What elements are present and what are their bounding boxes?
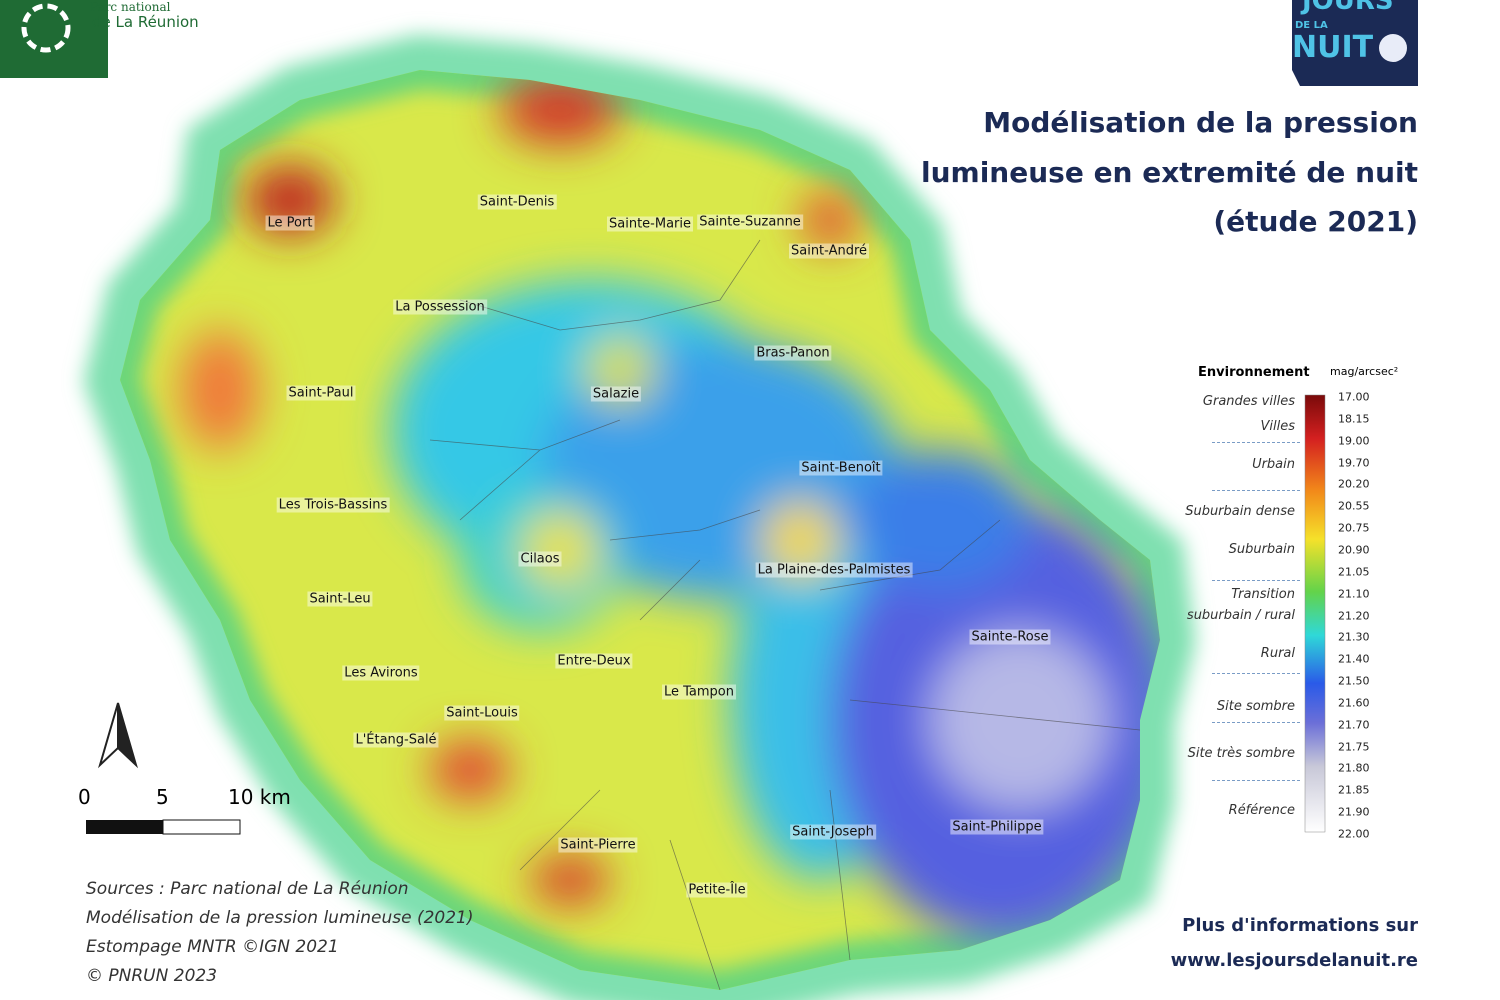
legend-title: Environnement — [1198, 365, 1310, 380]
place-label: Les Avirons — [342, 665, 420, 681]
legend-value: 20.90 — [1338, 543, 1370, 557]
light-pressure — [120, 70, 1160, 990]
source-line: Sources : Parc national de La Réunion — [86, 879, 409, 899]
event-logo-text-3: NUIT — [1292, 30, 1374, 65]
source-line: Modélisation de la pression lumineuse (2… — [86, 908, 474, 928]
legend-value: 21.05 — [1338, 565, 1370, 579]
legend-value: 20.20 — [1338, 477, 1370, 491]
event-logo-moon — [1379, 34, 1407, 62]
place-label: Saint-Louis — [444, 705, 520, 721]
legend-value: 21.85 — [1338, 783, 1370, 797]
park-logo-emblem — [21, 3, 71, 53]
legend-value: 21.30 — [1338, 630, 1370, 644]
legend-value: 22.00 — [1338, 827, 1370, 841]
legend-separator — [1212, 780, 1300, 781]
title-line: Modélisation de la pression — [983, 106, 1418, 139]
source-line: © PNRUN 2023 — [86, 966, 218, 986]
scale-label: 5 — [156, 785, 169, 809]
event-logo-text-2: DE LA — [1295, 20, 1328, 31]
legend-category: Villes — [1260, 419, 1296, 434]
place-label: La Plaine-des-Palmistes — [755, 562, 913, 578]
legend-category: Site très sombre — [1187, 746, 1295, 761]
legend-value: 21.50 — [1338, 674, 1370, 688]
legend-value: 21.60 — [1338, 696, 1370, 710]
scale-label: 0 — [78, 785, 91, 809]
place-label: Saint-Paul — [286, 385, 356, 401]
legend-value: 20.75 — [1338, 521, 1370, 535]
place-label: Sainte-Suzanne — [697, 214, 803, 230]
legend-value: 19.00 — [1338, 434, 1370, 448]
place-label: Les Trois-Bassins — [276, 497, 390, 513]
legend-category: Urbain — [1252, 457, 1295, 472]
title-line: lumineuse en extremité de nuit — [921, 156, 1418, 189]
place-label: Saint-Benoît — [799, 460, 883, 476]
legend-separator — [1212, 442, 1300, 443]
place-label: Sainte-Marie — [607, 216, 693, 232]
legend-value: 21.20 — [1338, 609, 1370, 622]
legend-separator — [1212, 673, 1300, 674]
source-line: Estompage MNTR ©IGN 2021 — [86, 937, 339, 957]
legend-value: 21.70 — [1338, 718, 1370, 732]
scale-label: 10 km — [228, 785, 291, 809]
legend-category: Transition suburbain / rural — [1186, 587, 1295, 623]
park-logo-bg — [0, 0, 108, 78]
place-label: Bras-Panon — [754, 345, 832, 361]
place-label: Salazie — [590, 386, 642, 402]
legend-value: 19.70 — [1338, 456, 1370, 470]
place-label: Saint-Denis — [477, 194, 557, 210]
legend-value: 18.15 — [1338, 412, 1370, 426]
footer-link[interactable]: www.lesjoursdelanuit.re — [1170, 950, 1418, 971]
legend-unit: mag/arcsec² — [1330, 365, 1399, 378]
place-label: Saint-Philippe — [950, 819, 1044, 835]
event-logo-text-1: JOURS — [1302, 0, 1394, 16]
legend-category: Site sombre — [1216, 699, 1295, 714]
legend-category: Référence — [1228, 803, 1295, 818]
footer-text: Plus d'informations sur — [1182, 915, 1418, 936]
legend-value: 21.10 — [1338, 587, 1370, 601]
event-logo-bg — [1292, 0, 1418, 86]
legend-separator — [1212, 580, 1300, 581]
place-label: Saint-Joseph — [790, 824, 876, 840]
place-label: L'Étang-Salé — [353, 732, 439, 748]
place-label: Cilaos — [518, 551, 562, 567]
place-label: Petite-Île — [686, 882, 748, 898]
place-label: Le Port — [265, 215, 315, 231]
park-logo-text-1: Parc national — [90, 0, 171, 14]
legend-value: 21.75 — [1338, 740, 1370, 754]
legend-value: 17.00 — [1338, 390, 1370, 404]
north-arrow — [98, 702, 138, 769]
place-label: Saint-Pierre — [558, 837, 638, 853]
legend-value: 21.80 — [1338, 761, 1370, 775]
place-label: La Possession — [393, 299, 487, 315]
legend-value: 21.40 — [1338, 652, 1370, 666]
place-label: Le Tampon — [661, 684, 737, 700]
legend-value: 20.55 — [1338, 499, 1370, 513]
legend-separator — [1212, 490, 1300, 491]
park-logo-text-2: de La Réunion — [92, 13, 199, 31]
scale-bar — [86, 819, 241, 835]
legend-category: Grandes villes — [1202, 394, 1295, 409]
legend-category: Rural — [1260, 646, 1295, 661]
legend-category: Suburbain dense — [1185, 504, 1295, 519]
legend-value: 21.90 — [1338, 805, 1370, 819]
legend-separator — [1212, 722, 1300, 723]
place-label: Saint-André — [788, 243, 870, 259]
place-label: Saint-Leu — [307, 591, 373, 607]
legend-category: Suburbain — [1228, 542, 1295, 557]
title-line: (étude 2021) — [1213, 205, 1418, 238]
place-label: Sainte-Rose — [969, 629, 1051, 645]
legend-color-bar — [1304, 394, 1326, 833]
place-label: Entre-Deux — [555, 653, 633, 669]
